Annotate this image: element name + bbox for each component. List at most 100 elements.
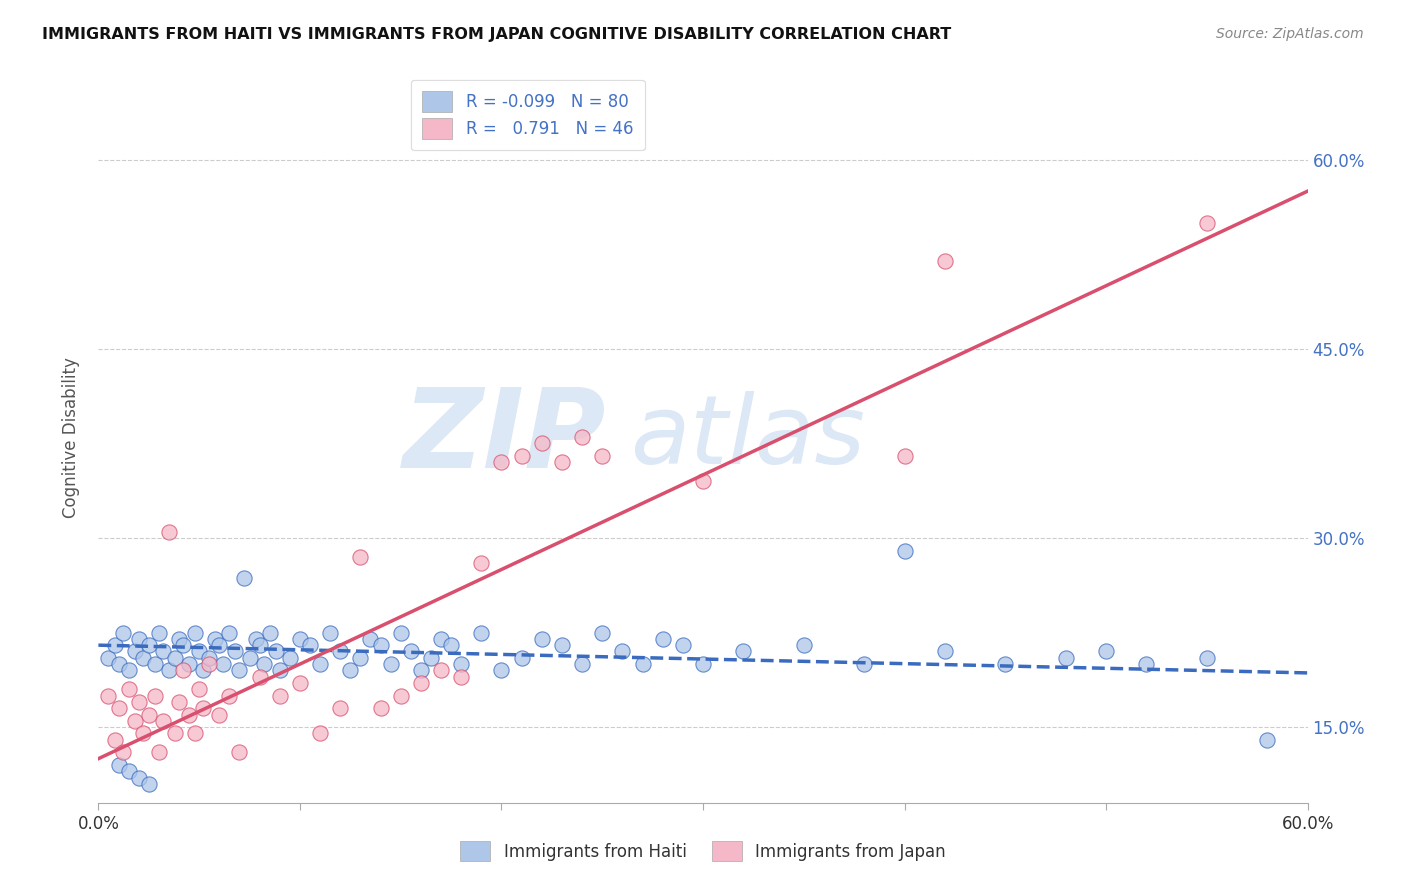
Point — [212, 657, 235, 671]
Point — [853, 657, 876, 671]
Point — [118, 664, 141, 678]
Legend: R = -0.099   N = 80, R =   0.791   N = 46: R = -0.099 N = 80, R = 0.791 N = 46 — [411, 79, 645, 151]
Point — [612, 644, 634, 658]
Point — [1195, 216, 1218, 230]
Point — [893, 543, 915, 558]
Point — [124, 714, 146, 728]
Point — [380, 657, 402, 671]
Point — [118, 764, 141, 779]
Point — [198, 650, 221, 665]
Point — [138, 707, 160, 722]
Point — [269, 689, 291, 703]
Point — [491, 455, 513, 469]
Point — [107, 758, 129, 772]
Point — [370, 701, 392, 715]
Point — [188, 682, 211, 697]
Point — [148, 625, 170, 640]
Point — [994, 657, 1017, 671]
Point — [692, 657, 714, 671]
Text: ZIP: ZIP — [402, 384, 606, 491]
Point — [409, 676, 432, 690]
Point — [249, 638, 271, 652]
Point — [339, 664, 361, 678]
Point — [450, 670, 472, 684]
Point — [172, 638, 194, 652]
Point — [245, 632, 267, 646]
Point — [167, 632, 190, 646]
Point — [128, 771, 150, 785]
Point — [299, 638, 322, 652]
Point — [651, 632, 673, 646]
Legend: Immigrants from Haiti, Immigrants from Japan: Immigrants from Haiti, Immigrants from J… — [447, 828, 959, 875]
Point — [143, 657, 166, 671]
Point — [530, 632, 553, 646]
Point — [389, 625, 412, 640]
Point — [97, 650, 120, 665]
Point — [218, 625, 240, 640]
Point — [184, 625, 207, 640]
Point — [97, 689, 120, 703]
Point — [132, 650, 155, 665]
Point — [204, 632, 226, 646]
Y-axis label: Cognitive Disability: Cognitive Disability — [62, 357, 80, 517]
Point — [184, 726, 207, 740]
Point — [124, 644, 146, 658]
Point — [420, 650, 443, 665]
Point — [179, 657, 201, 671]
Point — [793, 638, 815, 652]
Point — [430, 664, 453, 678]
Point — [288, 632, 311, 646]
Text: IMMIGRANTS FROM HAITI VS IMMIGRANTS FROM JAPAN COGNITIVE DISABILITY CORRELATION : IMMIGRANTS FROM HAITI VS IMMIGRANTS FROM… — [42, 27, 952, 42]
Point — [631, 657, 654, 671]
Point — [1195, 650, 1218, 665]
Point — [232, 571, 254, 585]
Point — [148, 745, 170, 759]
Point — [450, 657, 472, 671]
Point — [349, 549, 371, 564]
Point — [309, 657, 332, 671]
Point — [259, 625, 281, 640]
Point — [143, 689, 166, 703]
Point — [264, 644, 287, 658]
Point — [152, 714, 174, 728]
Point — [172, 664, 194, 678]
Point — [329, 644, 352, 658]
Point — [591, 449, 613, 463]
Point — [198, 657, 221, 671]
Point — [239, 650, 262, 665]
Point — [157, 524, 180, 539]
Point — [893, 449, 915, 463]
Point — [118, 682, 141, 697]
Point — [163, 726, 186, 740]
Point — [409, 664, 432, 678]
Text: atlas: atlas — [630, 391, 866, 483]
Point — [309, 726, 332, 740]
Point — [103, 638, 125, 652]
Point — [389, 689, 412, 703]
Point — [934, 253, 956, 268]
Point — [103, 732, 125, 747]
Point — [733, 644, 755, 658]
Point — [218, 689, 240, 703]
Point — [179, 707, 201, 722]
Point — [157, 664, 180, 678]
Text: Source: ZipAtlas.com: Source: ZipAtlas.com — [1216, 27, 1364, 41]
Point — [167, 695, 190, 709]
Point — [208, 638, 231, 652]
Point — [470, 556, 492, 570]
Point — [128, 632, 150, 646]
Point — [152, 644, 174, 658]
Point — [571, 430, 593, 444]
Point — [349, 650, 371, 665]
Point — [470, 625, 492, 640]
Point — [672, 638, 695, 652]
Point — [107, 701, 129, 715]
Point — [530, 436, 553, 450]
Point — [224, 644, 246, 658]
Point — [288, 676, 311, 690]
Point — [128, 695, 150, 709]
Point — [138, 638, 160, 652]
Point — [1054, 650, 1077, 665]
Point — [138, 777, 160, 791]
Point — [399, 644, 422, 658]
